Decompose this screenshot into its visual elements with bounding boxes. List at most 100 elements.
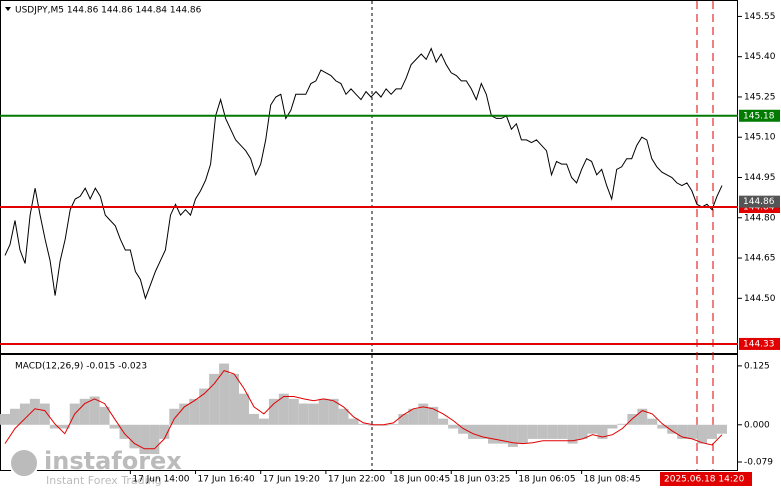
- level-label: 144.33: [743, 339, 775, 349]
- histogram-bar: [248, 413, 259, 425]
- signal-line: [4, 370, 723, 450]
- histogram-bar: [478, 424, 488, 439]
- histogram-bar: [318, 398, 329, 425]
- histogram-bar: [687, 424, 698, 439]
- y-tick-label: 0.125: [744, 361, 770, 371]
- x-tick-label: 17 Jun 14:00: [132, 475, 189, 485]
- watermark: instaforex Instant Forex Trading: [9, 446, 183, 488]
- histogram-bar: [497, 424, 508, 444]
- histogram-bar: [149, 424, 160, 454]
- histogram-bar: [278, 393, 289, 425]
- histogram-bar: [398, 413, 409, 425]
- x-tick-label: 17 Jun 19:20: [263, 475, 320, 485]
- histogram-bar: [587, 424, 598, 434]
- y-tick-label: 144.80: [744, 213, 776, 223]
- y-tick-label: 145.10: [744, 133, 776, 143]
- macd-title: MACD(12,26,9) -0.015 -0.023: [15, 362, 147, 372]
- histogram-bar: [428, 406, 439, 425]
- histogram-bar: [338, 408, 349, 425]
- histogram-bar: [268, 398, 279, 425]
- histogram-bar: [717, 424, 727, 434]
- level-label-box: [739, 337, 780, 350]
- histogram-bar: [547, 424, 558, 439]
- histogram-bar: [468, 424, 479, 439]
- y-tick-label: 144.65: [744, 254, 776, 264]
- watermark-brand: instaforex: [44, 447, 182, 475]
- histogram-bar: [577, 424, 588, 439]
- price-label-box: [739, 195, 780, 208]
- y-tick-label: 145.25: [744, 92, 776, 102]
- x-tick-label: 18 Jun 08:45: [584, 475, 641, 485]
- histogram-bar: [308, 403, 319, 425]
- histogram-bar: [448, 424, 459, 429]
- histogram-bar: [129, 424, 140, 449]
- data-layer: [0, 47, 738, 454]
- histogram-bar: [657, 424, 668, 429]
- histogram-bar: [0, 413, 10, 425]
- histogram-bar: [597, 424, 608, 439]
- x-tick-label: 18 Jun 03:25: [453, 475, 510, 485]
- histogram-bar: [487, 424, 498, 444]
- price-line: [4, 47, 723, 300]
- histogram-bar: [109, 424, 120, 429]
- histogram-bar: [388, 423, 399, 425]
- chart-title: USDJPY,M5 144.86 144.86 144.84 144.86: [15, 6, 202, 16]
- histogram-bar: [119, 424, 130, 439]
- histogram-bar: [647, 418, 658, 425]
- histogram-bar: [707, 424, 718, 439]
- y-tick-label: 145.55: [744, 12, 776, 22]
- title-arrow: [5, 7, 11, 11]
- histogram-bar: [607, 424, 618, 429]
- histogram-bar: [179, 403, 190, 425]
- histogram-bar: [258, 418, 269, 425]
- histogram-bar: [667, 424, 678, 434]
- histogram-bar: [209, 373, 220, 425]
- histogram-bar: [567, 424, 578, 444]
- histogram-bar: [19, 403, 30, 425]
- y-tick-label: 144.50: [744, 294, 776, 304]
- histogram-bar: [328, 398, 339, 425]
- price-label: 144.86: [743, 197, 775, 207]
- histogram-bar: [49, 424, 60, 429]
- histogram-bar: [89, 396, 100, 425]
- histogram-bar: [139, 424, 150, 454]
- cursor-label: 2025.06.18 14:20: [664, 475, 745, 485]
- x-tick-label: 18 Jun 06:05: [518, 475, 575, 485]
- histogram-bar: [229, 373, 240, 425]
- x-tick-label: 17 Jun 16:40: [198, 475, 255, 485]
- histogram-bar: [99, 406, 110, 425]
- histogram-bar: [169, 408, 180, 425]
- histogram-bar: [438, 418, 449, 425]
- y-tick-label: 144.95: [744, 173, 776, 183]
- histogram-bar: [517, 424, 528, 444]
- y-tick-label: 145.40: [744, 52, 776, 62]
- histogram-bar: [617, 423, 628, 425]
- y-tick-label: -0.079: [744, 457, 773, 467]
- histogram-bar: [697, 424, 708, 444]
- logo: [9, 448, 39, 478]
- cursor-label-box: [660, 472, 752, 486]
- level-label: 145.18: [743, 111, 775, 121]
- histogram-bar: [9, 408, 20, 425]
- histogram-bar: [358, 423, 369, 425]
- histogram-bar: [677, 424, 688, 439]
- histogram-bar: [408, 408, 419, 425]
- histogram-bar: [537, 424, 548, 439]
- histogram-bar: [298, 403, 309, 425]
- histogram-bar: [219, 363, 230, 425]
- histogram-bar: [189, 398, 200, 425]
- histogram-bar: [159, 424, 170, 439]
- histogram-bar: [527, 424, 538, 439]
- histogram-bar: [637, 408, 648, 425]
- histogram-bar: [557, 424, 568, 439]
- watermark-tagline: Instant Forex Trading: [46, 474, 162, 487]
- histogram-bar: [59, 424, 70, 429]
- x-tick-label: 17 Jun 22:00: [328, 475, 385, 485]
- level-label-box: [739, 109, 780, 122]
- histogram-bar: [348, 418, 359, 425]
- histogram-bar: [507, 424, 518, 447]
- histogram-bar: [418, 403, 429, 425]
- histogram-bar: [39, 403, 50, 425]
- plot-frame: [0, 0, 738, 471]
